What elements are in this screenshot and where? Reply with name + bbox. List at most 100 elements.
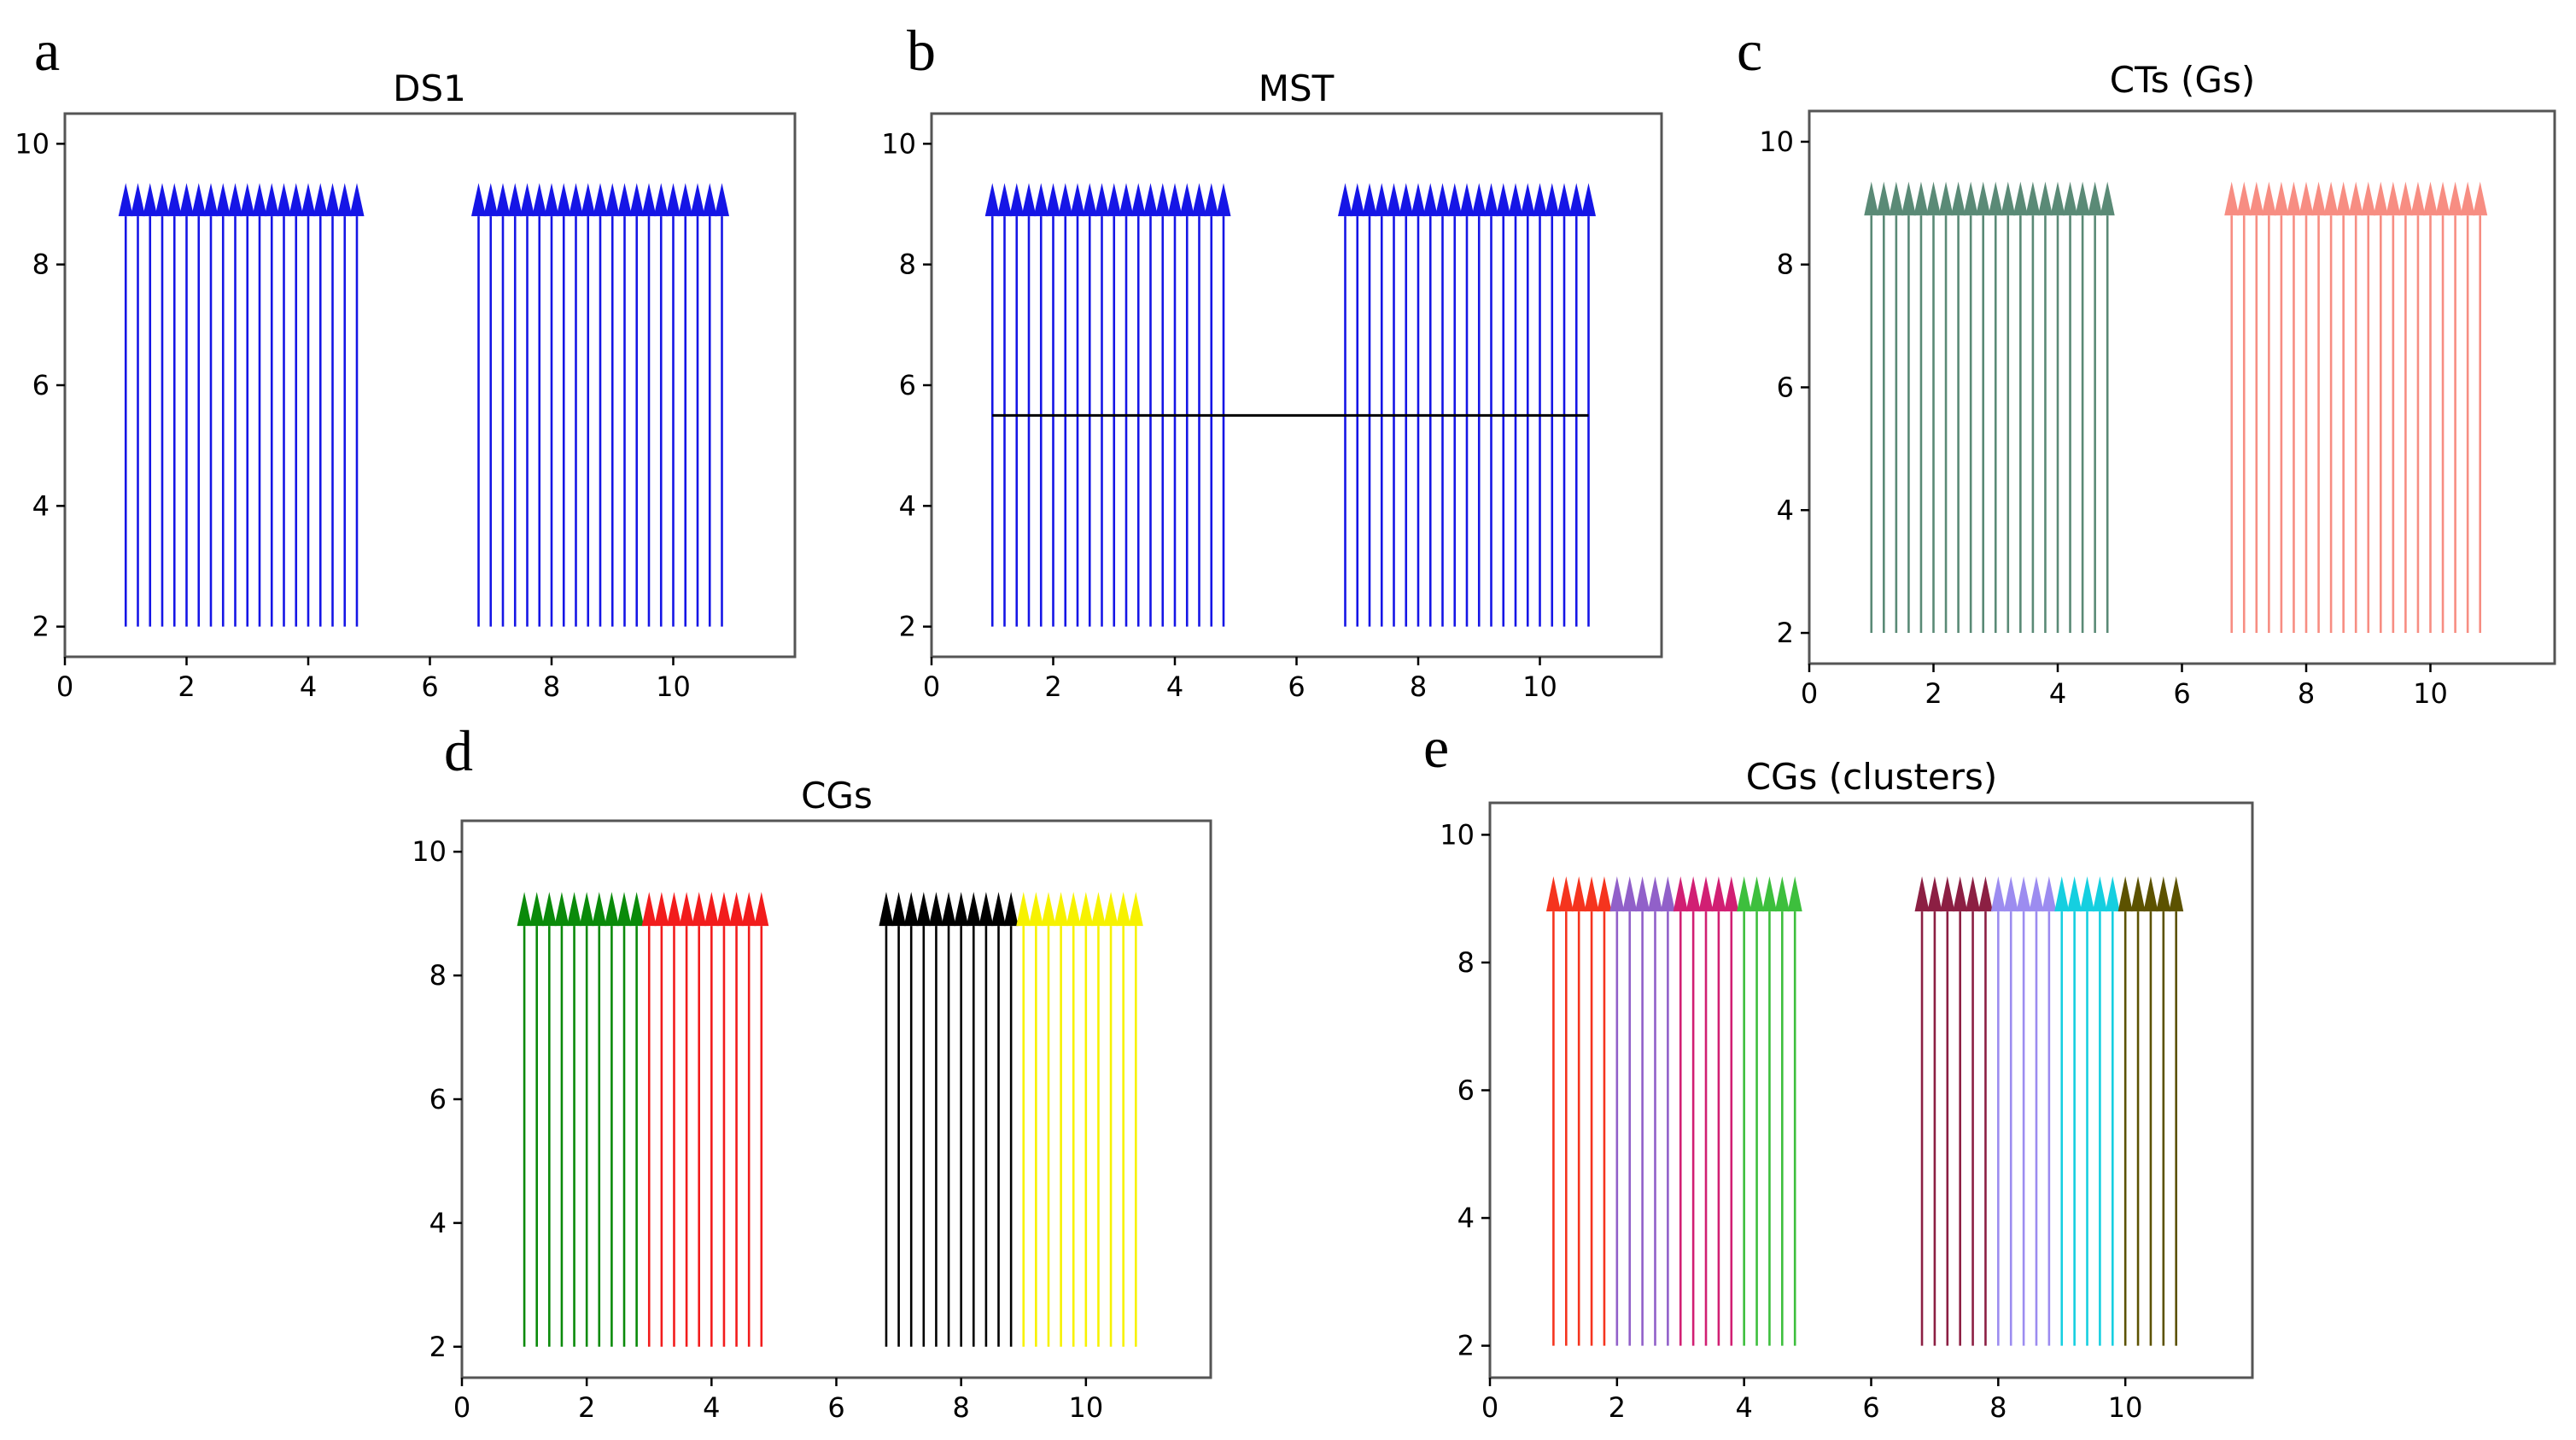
arrow-head [1926, 181, 1941, 216]
arrow-head [325, 183, 340, 217]
y-tick-label: 4 [1777, 494, 1794, 526]
arrow-head [1422, 183, 1438, 217]
arrow-head [349, 183, 365, 217]
arrow-head [337, 183, 353, 217]
x-tick-label: 8 [543, 670, 560, 703]
arrow-head [715, 183, 729, 217]
arrow-head [1107, 183, 1122, 217]
y-tick-label: 6 [1777, 372, 1794, 404]
arrow-head [1622, 875, 1638, 912]
y-tick-label: 2 [899, 611, 916, 643]
arrow-head [2054, 875, 2070, 912]
x-tick-label: 8 [952, 1391, 969, 1424]
arrow-head [1046, 183, 1060, 217]
arrow-head [1338, 183, 1352, 217]
chart-title: MST [1259, 67, 1335, 109]
arrow-head [690, 183, 705, 217]
arrow-head [483, 183, 499, 217]
x-tick-label: 0 [453, 1391, 470, 1424]
arrow-head [1054, 892, 1069, 927]
arrow-head [1660, 875, 1675, 912]
series-2 [471, 183, 729, 627]
arrow-head [629, 183, 645, 217]
arrow-head [215, 183, 231, 217]
arrow-head [1990, 875, 2006, 912]
arrow-head [1647, 875, 1662, 912]
arrow-head [616, 892, 632, 927]
x-tick-label: 8 [1410, 670, 1427, 703]
arrow-head [2224, 181, 2240, 216]
y-tick-label: 4 [899, 489, 916, 522]
y-tick-label: 8 [899, 249, 916, 281]
x-tick-label: 10 [2413, 677, 2448, 710]
x-tick-label: 6 [827, 1391, 844, 1424]
arrow-head [1901, 181, 1916, 216]
series-6 [1990, 875, 2057, 1346]
arrow-head [978, 892, 994, 927]
arrow-head [1058, 183, 1073, 217]
series-8 [2117, 875, 2184, 1346]
arrow-head [991, 892, 1007, 927]
arrow-head [1568, 183, 1584, 217]
arrow-head [916, 892, 932, 927]
arrow-head [1143, 183, 1158, 217]
x-tick-label: 6 [1288, 670, 1305, 703]
panel-letter: b [907, 18, 936, 83]
arrow-head [1545, 875, 1561, 912]
series-3 [879, 892, 1019, 1347]
x-tick-label: 2 [578, 1391, 595, 1424]
arrow-head [2156, 875, 2171, 912]
arrow-head [517, 892, 532, 927]
arrow-head [2029, 875, 2044, 912]
arrow-head [1988, 181, 2003, 216]
arrow-head [1070, 183, 1085, 217]
arrow-head [2348, 181, 2363, 216]
arrow-head [1876, 181, 1891, 216]
y-tick-label: 6 [32, 369, 50, 401]
arrow-head [1387, 183, 1401, 217]
x-tick-label: 2 [1044, 670, 1061, 703]
arrow-head [1003, 892, 1019, 927]
arrow-head [654, 892, 669, 927]
arrow-head [507, 183, 523, 217]
y-tick-label: 2 [429, 1331, 447, 1363]
arrow-head [554, 892, 570, 927]
x-tick-label: 2 [1925, 677, 1942, 710]
arrow-head [2460, 181, 2475, 216]
arrow-head [1698, 875, 1714, 912]
arrow-head [1155, 183, 1171, 217]
arrow-head [1749, 875, 1765, 912]
arrow-head [2105, 875, 2120, 912]
arrow-head [1976, 181, 1991, 216]
x-tick-label: 8 [2298, 677, 2315, 710]
arrow-head [203, 183, 219, 217]
arrow-head [741, 892, 756, 927]
arrow-head [520, 183, 534, 217]
arrow-head [277, 183, 291, 217]
arrow-head [1459, 183, 1475, 217]
arrow-head [179, 183, 194, 217]
arrow-head [1090, 892, 1106, 927]
arrow-head [556, 183, 571, 217]
arrow-head [567, 892, 582, 927]
arrow-head [544, 183, 559, 217]
series-4 [1016, 892, 1143, 1347]
arrow-head [191, 183, 207, 217]
x-tick-label: 10 [656, 670, 691, 703]
arrow-head [1374, 183, 1389, 217]
x-tick-label: 4 [300, 670, 317, 703]
arrow-head [1362, 183, 1377, 217]
arrow-head [954, 892, 969, 927]
y-tick-label: 2 [1777, 617, 1794, 649]
arrow-head [581, 183, 596, 217]
y-tick-label: 8 [1457, 946, 1475, 979]
y-tick-label: 8 [32, 249, 50, 281]
arrow-head [471, 183, 486, 217]
arrow-head [2100, 181, 2115, 216]
arrow-head [264, 183, 279, 217]
arrow-head [569, 183, 583, 217]
